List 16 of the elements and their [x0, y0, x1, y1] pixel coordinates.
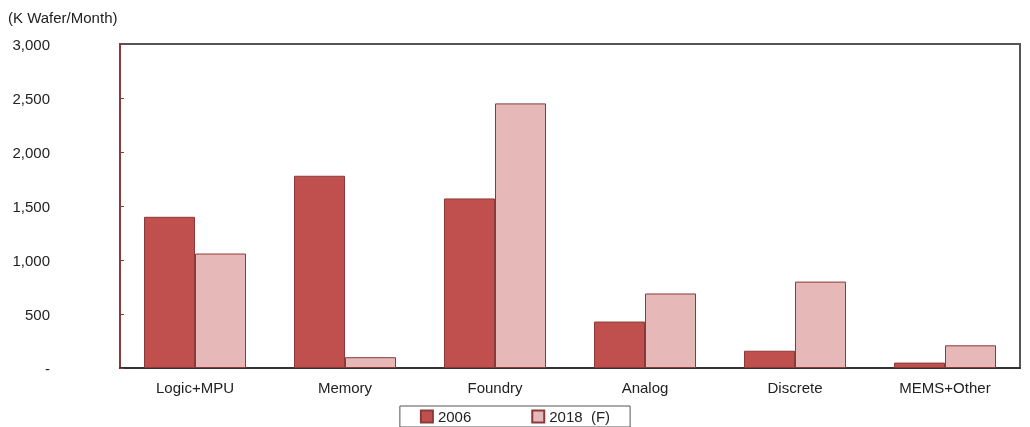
- x-tick-label: MEMS+Other: [899, 379, 991, 396]
- y-tick-label: 2,000: [12, 143, 50, 161]
- y-tick-label: 2,500: [12, 89, 50, 107]
- y-tick-label: 500: [24, 305, 50, 323]
- legend-label: 2006: [437, 408, 472, 425]
- y-axis-title: (K Wafer/Month): [8, 9, 118, 26]
- y-tick-label: -: [45, 359, 50, 377]
- x-tick-label: Foundry: [467, 379, 524, 396]
- x-tick-label: Analog: [621, 379, 669, 396]
- y-tick-label: 3,000: [12, 35, 50, 53]
- x-tick-label: Discrete: [767, 379, 823, 396]
- y-tick-label: 1,000: [12, 251, 50, 269]
- y-tick-label: 1,500: [12, 197, 50, 215]
- x-tick-label: Logic+MPU: [156, 379, 234, 396]
- x-tick-label: Memory: [317, 379, 373, 396]
- legend-label: 2018 (F): [549, 408, 611, 425]
